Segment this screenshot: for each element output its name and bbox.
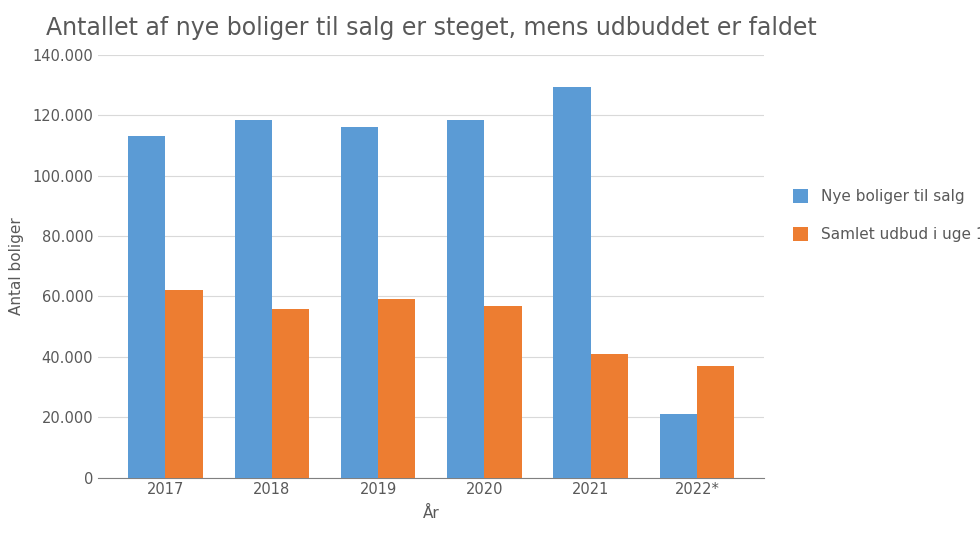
Bar [128,136,166,478]
X-axis label: År: År [422,506,440,521]
Bar [378,300,416,478]
Bar [697,366,734,478]
Bar [447,120,484,478]
Bar [591,354,628,478]
Bar [554,87,591,478]
Bar [484,305,521,478]
Legend: Nye boliger til salg, Samlet udbud i uge 1: Nye boliger til salg, Samlet udbud i uge… [785,181,980,250]
Bar [660,414,697,478]
Bar [234,120,271,478]
Bar [341,127,378,478]
Title: Antallet af nye boliger til salg er steget, mens udbuddet er faldet: Antallet af nye boliger til salg er steg… [46,16,816,41]
Bar [271,309,309,478]
Bar [166,290,203,478]
Y-axis label: Antal boliger: Antal boliger [9,217,24,315]
